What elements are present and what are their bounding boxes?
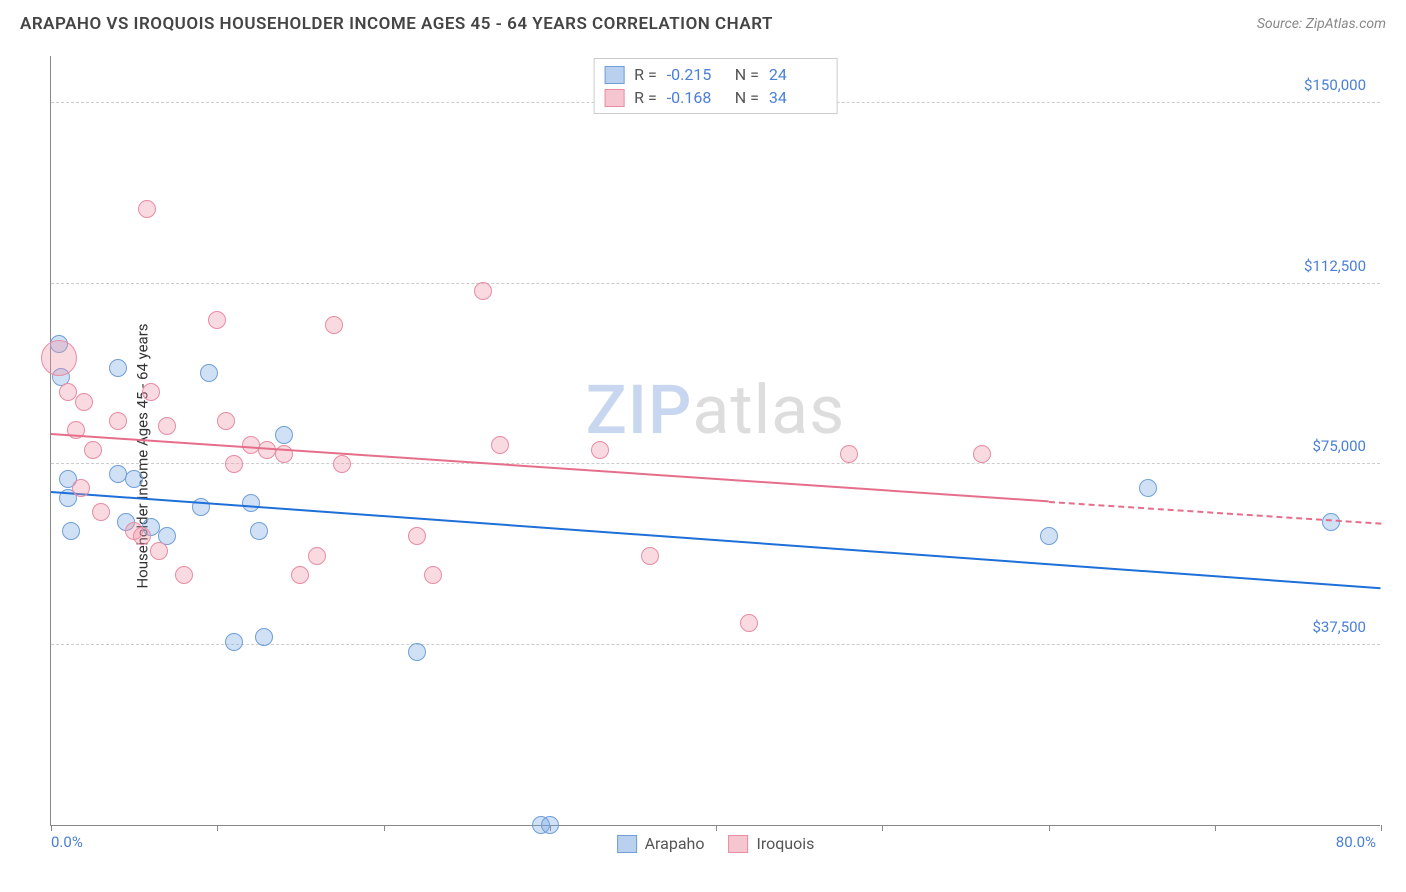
data-point [491, 436, 509, 454]
x-tick [217, 825, 218, 831]
series-legend: Arapaho Iroquois [617, 834, 815, 853]
r-value-iroquois: -0.168 [667, 88, 725, 107]
data-point [109, 359, 127, 377]
data-point [242, 436, 260, 454]
data-point [641, 547, 659, 565]
data-point [208, 311, 226, 329]
x-tick [1049, 825, 1050, 831]
legend-item-iroquois: Iroquois [728, 834, 814, 853]
data-point [474, 282, 492, 300]
correlation-legend: R = -0.215 N = 24 R = -0.168 N = 34 [593, 58, 838, 114]
y-tick-label: $75,000 [1308, 437, 1370, 455]
chart-title: ARAPAHO VS IROQUOIS HOUSEHOLDER INCOME A… [20, 14, 773, 34]
x-tick-label-end: 80.0% [1336, 833, 1376, 851]
data-point [1139, 479, 1157, 497]
y-tick-label: $150,000 [1300, 76, 1370, 94]
y-tick-label: $112,500 [1300, 257, 1370, 275]
iroquois-swatch-icon [604, 89, 624, 107]
legend-item-arapaho: Arapaho [617, 834, 705, 853]
data-point [1040, 527, 1058, 545]
data-point [291, 566, 309, 584]
data-point [59, 383, 77, 401]
data-point [217, 412, 235, 430]
data-point [325, 316, 343, 334]
data-point [541, 816, 559, 834]
data-point [41, 340, 77, 376]
data-point [62, 522, 80, 540]
n-value-iroquois: 34 [769, 88, 827, 107]
source-label: Source: ZipAtlas.com [1257, 16, 1386, 32]
watermark: ZIPatlas [586, 370, 846, 450]
y-tick-label: $37,500 [1308, 618, 1370, 636]
data-point [125, 470, 143, 488]
data-point [200, 364, 218, 382]
gridline [51, 283, 1380, 284]
r-label: R = [634, 88, 657, 107]
data-point [150, 542, 168, 560]
data-point [333, 455, 351, 473]
data-point [250, 522, 268, 540]
iroquois-swatch-icon [728, 835, 748, 853]
data-point [424, 566, 442, 584]
data-point [175, 566, 193, 584]
x-tick [1381, 825, 1382, 831]
gridline [51, 644, 1380, 645]
data-point [255, 628, 273, 646]
plot-area: ZIPatlas R = -0.215 N = 24 R = -0.168 N … [50, 56, 1380, 826]
data-point [225, 633, 243, 651]
trend-line [51, 433, 1049, 502]
chart-container: Householder Income Ages 45 - 64 years ZI… [0, 46, 1406, 866]
arapaho-swatch-icon [617, 835, 637, 853]
x-tick [716, 825, 717, 831]
gridline [51, 463, 1380, 464]
data-point [308, 547, 326, 565]
x-tick [384, 825, 385, 831]
arapaho-swatch-icon [604, 66, 624, 84]
data-point [242, 494, 260, 512]
data-point [72, 479, 90, 497]
r-label: R = [634, 65, 657, 84]
data-point [109, 412, 127, 430]
x-tick [882, 825, 883, 831]
x-tick [51, 825, 52, 831]
data-point [408, 527, 426, 545]
x-tick [1215, 825, 1216, 831]
legend-row-iroquois: R = -0.168 N = 34 [604, 86, 827, 109]
trend-line [51, 491, 1381, 589]
legend-label-iroquois: Iroquois [756, 834, 814, 853]
n-label: N = [735, 65, 759, 84]
n-label: N = [735, 88, 759, 107]
data-point [75, 393, 93, 411]
data-point [591, 441, 609, 459]
r-value-arapaho: -0.215 [667, 65, 725, 84]
data-point [275, 426, 293, 444]
data-point [408, 643, 426, 661]
data-point [740, 614, 758, 632]
legend-label-arapaho: Arapaho [645, 834, 705, 853]
data-point [133, 527, 151, 545]
data-point [142, 383, 160, 401]
data-point [92, 503, 110, 521]
n-value-arapaho: 24 [769, 65, 827, 84]
data-point [973, 445, 991, 463]
legend-row-arapaho: R = -0.215 N = 24 [604, 63, 827, 86]
data-point [840, 445, 858, 463]
data-point [158, 417, 176, 435]
data-point [225, 455, 243, 473]
x-tick-label-start: 0.0% [51, 833, 83, 851]
data-point [109, 465, 127, 483]
data-point [138, 200, 156, 218]
data-point [84, 441, 102, 459]
